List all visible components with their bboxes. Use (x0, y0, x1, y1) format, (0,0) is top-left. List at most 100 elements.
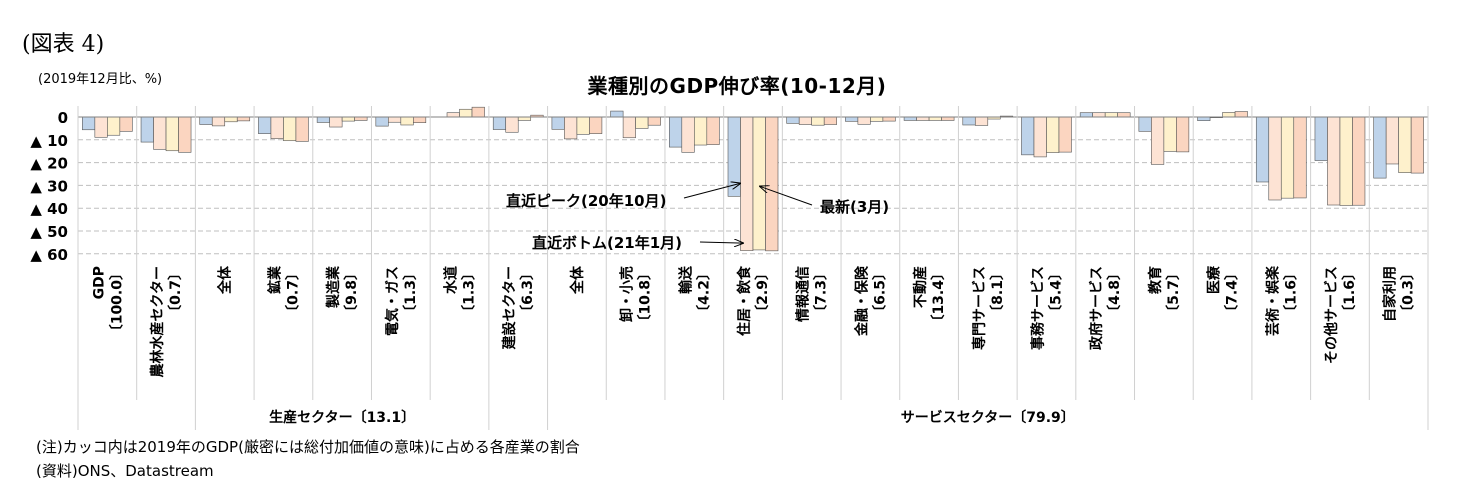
bar (752, 116, 766, 251)
bar (295, 116, 309, 142)
bar (153, 116, 167, 150)
category-label: その他サービス 〔1.6〕 (1323, 266, 1358, 364)
annotation-arrow (699, 242, 743, 243)
category-label: 電気・ガス 〔1.3〕 (384, 266, 419, 336)
category-share: 〔6.3〕 (520, 266, 536, 319)
bar (928, 116, 942, 121)
bar (1046, 116, 1060, 153)
bar (1079, 112, 1093, 118)
bar (1222, 112, 1236, 118)
bar (1234, 111, 1248, 118)
bar (635, 116, 649, 129)
category-share: 〔0.7〕 (168, 266, 184, 319)
bar (459, 108, 473, 118)
bar (765, 116, 779, 252)
category-label: 住居・飲食 〔2.9〕 (736, 265, 771, 336)
bar (1176, 116, 1190, 153)
bar (119, 116, 133, 132)
bar (1033, 116, 1047, 158)
bar (811, 116, 825, 126)
axes: 0 ▲ 10 ▲ 20 ▲ 30 ▲ 40 ▲ 50 ▲ 60 (30, 106, 1429, 430)
annotation-latest: 最新(3月) (820, 198, 889, 216)
bar (94, 116, 108, 138)
category-name: GDP (91, 266, 107, 299)
category-share: 〔5.7〕 (1166, 266, 1182, 319)
category-name: 事務サービス (1029, 266, 1046, 350)
category-name: 教育 (1147, 266, 1164, 294)
category-share: 〔5.4〕 (1048, 266, 1064, 319)
category-label: GDP 〔100.0〕 (91, 266, 125, 338)
bar (1385, 116, 1399, 165)
y-tick-label: ▲ 30 (30, 177, 68, 195)
bar (1268, 116, 1282, 201)
bar (1021, 116, 1035, 156)
bar (211, 116, 226, 127)
y-tick-label: ▲ 40 (30, 200, 68, 218)
unit-note: (2019年12月比、%) (38, 72, 163, 87)
category-name: 専門サービス (971, 266, 988, 350)
chart-title: 業種別のGDP伸び率(10-12月) (587, 74, 887, 98)
bar (107, 116, 121, 136)
category-label: 政府サービス 〔4.8〕 (1088, 266, 1123, 350)
bar (82, 116, 96, 131)
bar (178, 116, 192, 153)
category-label: 情報通信 〔7.3〕 (795, 266, 830, 322)
bar (589, 116, 603, 134)
category-label: 全体 (569, 265, 586, 295)
bar (551, 116, 565, 130)
bar (236, 116, 251, 122)
group-label: サービスセクター〔79.9〕 (901, 410, 1075, 426)
bar (916, 116, 930, 121)
category-name: その他サービス (1323, 266, 1340, 364)
bar (870, 116, 884, 122)
category-share: 〔6.5〕 (872, 266, 888, 319)
bar (283, 116, 297, 142)
bar (1255, 116, 1270, 183)
bar (1280, 116, 1295, 199)
category-share: 〔10.8〕 (638, 266, 654, 329)
annotation-arrow (683, 183, 740, 199)
group-label: 生産セクター〔13.1〕 (269, 409, 415, 426)
bar (505, 116, 519, 133)
category-name: 医療 (1206, 265, 1223, 294)
bar (517, 116, 532, 121)
bar (400, 116, 414, 126)
bar (1373, 116, 1387, 179)
bar (341, 116, 355, 122)
category-name: 水道 (443, 266, 460, 294)
bar (610, 110, 624, 118)
category-label: 自家利用 〔0.3〕 (1382, 266, 1417, 322)
bar (1117, 112, 1131, 118)
y-tick-label: ▲ 50 (30, 223, 68, 241)
annotations: 直近ピーク(20年10月) 最新(3月) 直近ボトム(21年1月) (506, 183, 889, 252)
category-name: 住居・飲食 (736, 265, 753, 336)
category-name: 全体 (569, 265, 586, 295)
bar (270, 116, 284, 139)
bar (647, 116, 661, 126)
category-name: 電気・ガス (384, 266, 401, 336)
bar (413, 116, 427, 123)
category-label: 製造業 〔9.8〕 (325, 265, 360, 319)
category-share: 〔1.3〕 (403, 266, 419, 319)
bar (375, 116, 389, 127)
figure-label: (図表 4) (22, 32, 105, 57)
category-label: 水道 〔1.3〕 (443, 266, 478, 319)
category-name: 卸・小売 (619, 266, 636, 322)
bar (1151, 116, 1165, 165)
bar (165, 116, 179, 152)
bars (82, 106, 1424, 252)
bar (857, 116, 871, 125)
category-share: 〔4.8〕 (1107, 266, 1123, 319)
y-tick-label: ▲ 20 (30, 155, 68, 173)
source-note: (資料)ONS、Datastream (36, 462, 214, 480)
category-share: 〔9.8〕 (344, 266, 360, 319)
category-label: 輸送 〔4.2〕 (677, 265, 712, 319)
category-share: 〔1.6〕 (1342, 266, 1358, 319)
category-label: 全体 (217, 265, 234, 295)
bar (882, 116, 896, 122)
annotation-bottom: 直近ボトム(21年1月) (532, 234, 682, 252)
y-tick-label: ▲ 10 (30, 132, 68, 150)
category-name: 農林水産セクター (149, 266, 166, 377)
bar (1163, 116, 1177, 152)
bar (576, 116, 590, 135)
